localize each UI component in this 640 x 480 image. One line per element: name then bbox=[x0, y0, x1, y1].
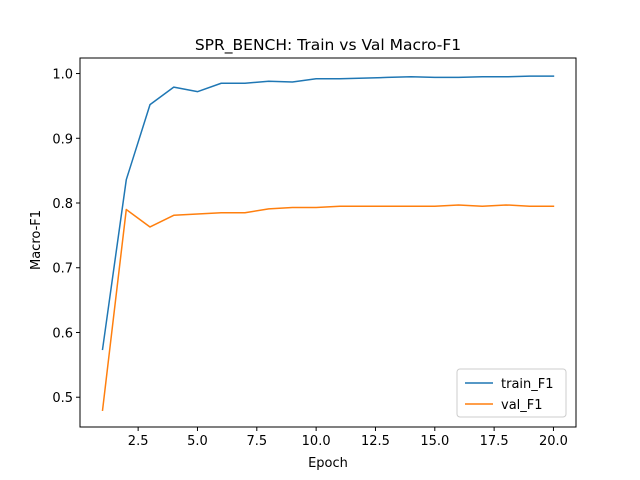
y-tick-label: 0.8 bbox=[52, 197, 73, 212]
series-line-train_F1 bbox=[101, 75, 555, 351]
x-tick-label: 2.5 bbox=[128, 434, 149, 449]
x-tick-label: 7.5 bbox=[246, 434, 267, 449]
legend-label-train_F1: train_F1 bbox=[501, 377, 554, 392]
y-tick-label: 1.0 bbox=[52, 68, 73, 83]
y-tick-label: 0.5 bbox=[52, 391, 73, 406]
x-axis-label: Epoch bbox=[308, 456, 348, 471]
x-tick-label: 5.0 bbox=[187, 434, 208, 449]
x-axis: 2.5 5.0 7.5 10.0 12.5 15.0 17.5 20.0 bbox=[128, 427, 568, 449]
x-tick-label: 15.0 bbox=[420, 434, 449, 449]
x-tick-label: 12.5 bbox=[361, 434, 390, 449]
y-tick-label: 0.7 bbox=[52, 262, 73, 277]
plot-area bbox=[101, 75, 555, 412]
legend-label-val_F1: val_F1 bbox=[501, 398, 543, 413]
y-tick-label: 0.6 bbox=[52, 326, 73, 341]
series-line-val_F1 bbox=[101, 204, 555, 412]
chart-title: SPR_BENCH: Train vs Val Macro-F1 bbox=[195, 36, 461, 55]
y-axis-label: Macro-F1 bbox=[29, 210, 44, 270]
legend: train_F1 val_F1 bbox=[456, 368, 567, 418]
x-tick-label: 17.5 bbox=[480, 434, 509, 449]
x-tick-label: 10.0 bbox=[302, 434, 331, 449]
y-tick-label: 0.9 bbox=[52, 132, 73, 147]
x-tick-label: 20.0 bbox=[539, 434, 568, 449]
legend-box bbox=[456, 368, 567, 418]
plot-frame bbox=[79, 57, 577, 428]
y-axis: 0.5 0.6 0.7 0.8 0.9 1.0 bbox=[52, 68, 80, 406]
